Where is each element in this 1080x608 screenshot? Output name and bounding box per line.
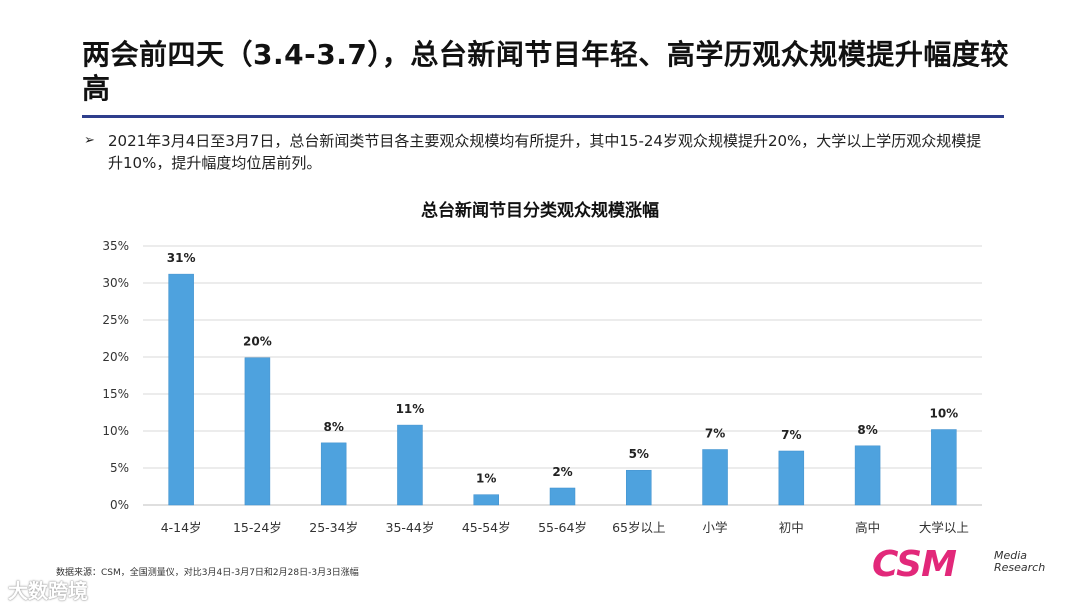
csm-logo: CSM Media Research [872,544,1062,588]
bar [168,273,194,506]
title-divider [82,115,1004,118]
data-label: 8% [323,420,343,434]
data-label: 11% [396,402,425,416]
x-tick-label: 35-44岁 [386,520,435,535]
data-label: 5% [629,447,649,461]
data-label: 31% [167,251,196,265]
y-tick-label: 35% [102,239,129,253]
y-tick-label: 25% [102,313,129,327]
watermark: 大数跨境 [8,579,88,603]
data-label: 8% [857,423,877,437]
bar [931,429,957,506]
x-tick-label: 65岁以上 [612,520,665,535]
y-tick-label: 20% [102,350,129,364]
logo-sub-text: Media Research [994,550,1045,574]
y-tick-label: 0% [110,498,129,512]
bar [854,445,881,506]
data-label: 7% [781,428,801,442]
data-label: 2% [552,465,572,479]
x-tick-label: 15-24岁 [233,520,282,535]
data-source-note: 数据来源：CSM，全国测量仪，对比3月4日-3月7日和2月28日-3月3日涨幅 [56,568,359,578]
y-tick-label: 10% [102,424,129,438]
x-tick-label: 高中 [855,520,880,535]
bar [778,450,805,506]
y-tick-label: 30% [102,276,129,290]
data-label: 20% [243,335,272,349]
bar [244,357,271,506]
data-label: 10% [929,407,958,421]
y-tick-label: 5% [110,461,129,475]
x-tick-label: 45-54岁 [462,520,511,535]
x-tick-label: 大学以上 [919,520,969,535]
chart-title: 总台新闻节目分类观众规模涨幅 [421,201,659,221]
bar [626,469,652,506]
x-tick-label: 初中 [779,520,804,535]
bar [549,487,576,506]
logo-sub-line1: Media [994,549,1028,562]
bar [702,449,728,506]
slide-title: 两会前四天（3.4-3.7），总台新闻节目年轻、高学历观众规模提升幅度较高 [82,38,1009,105]
bar [397,424,423,506]
x-tick-label: 25-34岁 [309,520,358,535]
x-tick-label: 小学 [703,520,728,535]
bar-chart: 0% 5% 10% 15% 20% 25% 30% 35% 31% 4-14岁 20% 15-24岁 8… [102,239,982,535]
bar [320,442,347,506]
x-tick-label: 55-64岁 [538,520,587,535]
arrow-bullet-icon: ➢ [84,133,95,148]
x-tick-label: 4-14岁 [161,520,202,535]
bar [473,494,499,506]
summary-text: 2021年3月4日至3月7日，总台新闻类节目各主要观众规模均有所提升，其中15-… [108,132,982,172]
data-label: 1% [476,472,496,486]
logo-sub-line2: Research [994,561,1046,574]
y-tick-label: 15% [102,387,129,401]
data-label: 7% [705,427,725,441]
logo-main-text: CSM [872,544,957,585]
summary-bullet: ➢ 2021年3月4日至3月7日，总台新闻类节目各主要观众规模均有所提升，其中1… [84,130,994,174]
